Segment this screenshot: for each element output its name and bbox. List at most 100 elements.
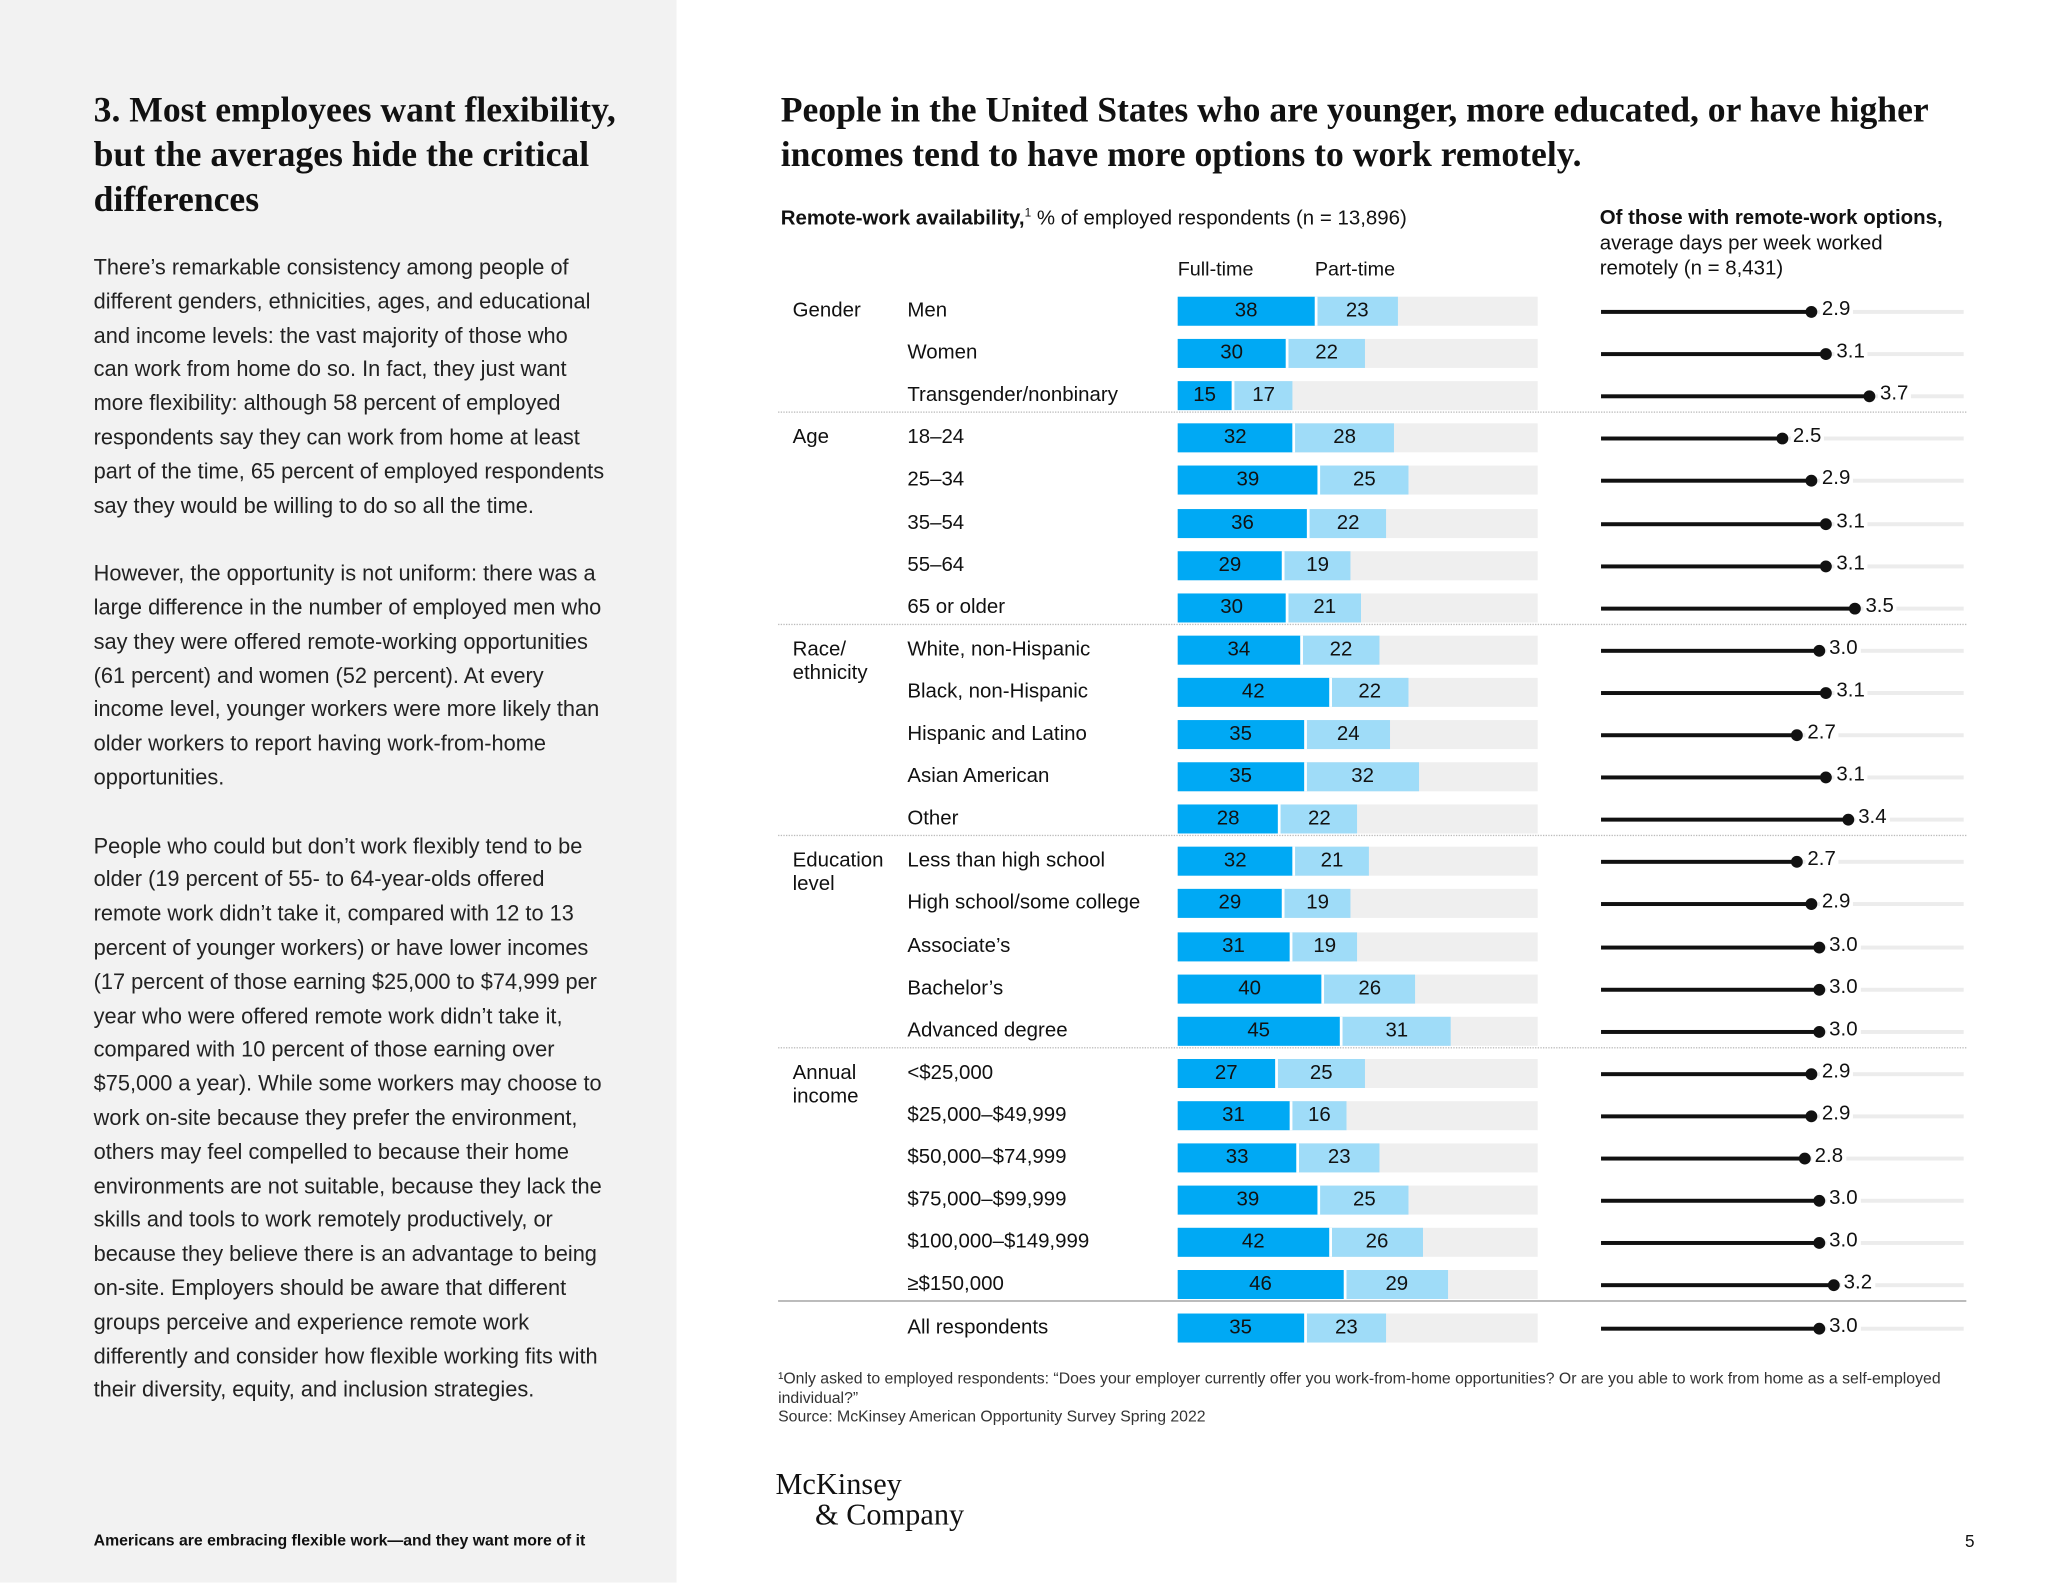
lollipop-value: 3.1 <box>1833 552 1868 576</box>
bar-full-time: 15 <box>1177 381 1232 411</box>
bar-full-time: 45 <box>1177 1016 1340 1046</box>
row-label: Associate’s <box>907 934 1011 957</box>
legend-part-time: Part-time <box>1314 258 1396 281</box>
lollipop-value: 2.9 <box>1819 467 1853 492</box>
bar-part-time: 31 <box>1339 1016 1452 1046</box>
lollipop-line <box>1601 987 1819 992</box>
lollipop-line <box>1601 563 1826 568</box>
lollipop-value: 3.0 <box>1826 1315 1861 1340</box>
lollipop-line <box>1601 690 1826 695</box>
bar-full-time: 27 <box>1177 1058 1275 1088</box>
lollipop-value: 3.1 <box>1833 509 1868 534</box>
chart-title: People in the United States who are youn… <box>780 89 1929 175</box>
lollipop-value: 2.5 <box>1790 425 1824 449</box>
bar-full-time: 30 <box>1177 593 1286 623</box>
row-label: $25,000–$49,999 <box>907 1103 1067 1127</box>
bar-full-time: 33 <box>1177 1143 1297 1173</box>
bar-full-time: 29 <box>1177 889 1283 919</box>
bar-full-time: 35 <box>1177 720 1304 750</box>
bar-full-time: 29 <box>1177 550 1283 580</box>
lollipop-line <box>1601 944 1819 949</box>
footnote-marker: 1 <box>1024 205 1032 219</box>
lollipop-line <box>1601 1283 1834 1288</box>
running-footer: Americans are embracing flexible work—an… <box>93 1531 586 1550</box>
bar-full-time: 31 <box>1177 931 1290 961</box>
lollipop-dot <box>1805 1067 1818 1080</box>
row-label: High school/some college <box>907 892 1141 915</box>
lollipop-line <box>1601 521 1826 526</box>
lollipop-dot <box>1805 305 1818 318</box>
lollipop-line <box>1601 352 1826 357</box>
bar-part-time: 24 <box>1303 720 1391 750</box>
paragraph: However, the opportunity is not uniform:… <box>93 562 602 790</box>
lollipop-dot <box>1812 1194 1825 1207</box>
bar-full-time: 38 <box>1177 296 1315 326</box>
paragraph: There’s remarkable consistency among peo… <box>93 255 605 518</box>
row-label: 65 or older <box>907 595 1006 619</box>
lollipop-header-rest: average days per week worked remotely (n… <box>1599 232 1883 280</box>
bar-part-time: 25 <box>1318 1185 1409 1215</box>
group-divider <box>778 1300 1967 1303</box>
lollipop-line <box>1601 1241 1819 1246</box>
lollipop-header-bold: Of those with remote-work options, <box>1599 207 1943 230</box>
bar-full-time: 35 <box>1177 1314 1304 1344</box>
lollipop-dot <box>1819 517 1832 530</box>
group-label: Age <box>792 426 829 449</box>
lollipop-value: 2.7 <box>1804 848 1839 873</box>
logo-line: & Company <box>815 1498 965 1532</box>
lollipop-value: 2.9 <box>1819 1060 1853 1084</box>
bar-full-time: 30 <box>1177 339 1286 369</box>
row-label: Asian American <box>907 765 1050 788</box>
lollipop-dot <box>1805 898 1818 911</box>
bar-full-time: 28 <box>1177 804 1279 834</box>
lollipop-dot <box>1812 1237 1825 1250</box>
row-label: <$25,000 <box>907 1061 994 1084</box>
bar-full-time: 34 <box>1177 635 1301 665</box>
row-label: 55–64 <box>907 553 965 576</box>
bar-part-time: 26 <box>1321 974 1416 1004</box>
bar-part-time: 23 <box>1314 296 1398 326</box>
bar-part-time: 28 <box>1292 423 1394 453</box>
lollipop-value: 3.4 <box>1855 806 1890 830</box>
subtitle-rest: % of employed respondents (n = 13,896) <box>1031 207 1407 230</box>
lollipop-line <box>1601 479 1812 484</box>
lollipop-dot <box>1819 686 1832 699</box>
source: Source: McKinsey American Opportunity Su… <box>778 1407 1206 1426</box>
lollipop-line <box>1601 775 1826 780</box>
lollipop-line <box>1601 309 1812 314</box>
row-label: Other <box>907 807 959 830</box>
lollipop-dot <box>1812 1323 1825 1336</box>
bar-full-time: 42 <box>1177 1228 1329 1258</box>
bar-full-time: 39 <box>1177 1185 1319 1215</box>
lollipop-dot <box>1790 856 1803 869</box>
bar-part-time: 21 <box>1285 593 1362 623</box>
bar-full-time: 35 <box>1177 762 1304 792</box>
lollipop-dot <box>1790 729 1803 742</box>
lollipop-dot <box>1812 1025 1825 1038</box>
row-label: Hispanic and Latino <box>907 722 1087 746</box>
row-label: White, non-Hispanic <box>907 638 1091 661</box>
row-label: 18–24 <box>907 426 965 449</box>
lollipop-line <box>1601 902 1812 907</box>
bar-part-time: 19 <box>1282 550 1351 580</box>
lollipop-dot <box>1848 602 1861 615</box>
bar-part-time: 22 <box>1278 804 1358 834</box>
lollipop-value: 3.0 <box>1826 933 1861 957</box>
bar-part-time: 19 <box>1289 931 1358 961</box>
bar-part-time: 22 <box>1328 677 1409 707</box>
left-panel: 3. Most employees want flexibility, but … <box>0 0 677 1583</box>
lollipop-dot <box>1798 1152 1811 1165</box>
row-label: $100,000–$149,999 <box>907 1230 1090 1254</box>
lollipop-value: 3.0 <box>1826 636 1861 661</box>
lollipop-line <box>1601 1114 1812 1119</box>
lollipop-line <box>1601 1071 1812 1076</box>
lollipop-value: 3.2 <box>1841 1271 1875 1296</box>
lollipop-line <box>1601 860 1797 865</box>
lollipop-header: Of those with remote-work options, avera… <box>1600 206 1956 281</box>
bar-part-time: 26 <box>1328 1228 1423 1258</box>
row-label: $75,000–$99,999 <box>907 1188 1067 1211</box>
row-label: 35–54 <box>907 511 965 534</box>
bar-part-time: 32 <box>1303 762 1419 792</box>
group-label: Race/ ethnicity <box>792 638 868 685</box>
